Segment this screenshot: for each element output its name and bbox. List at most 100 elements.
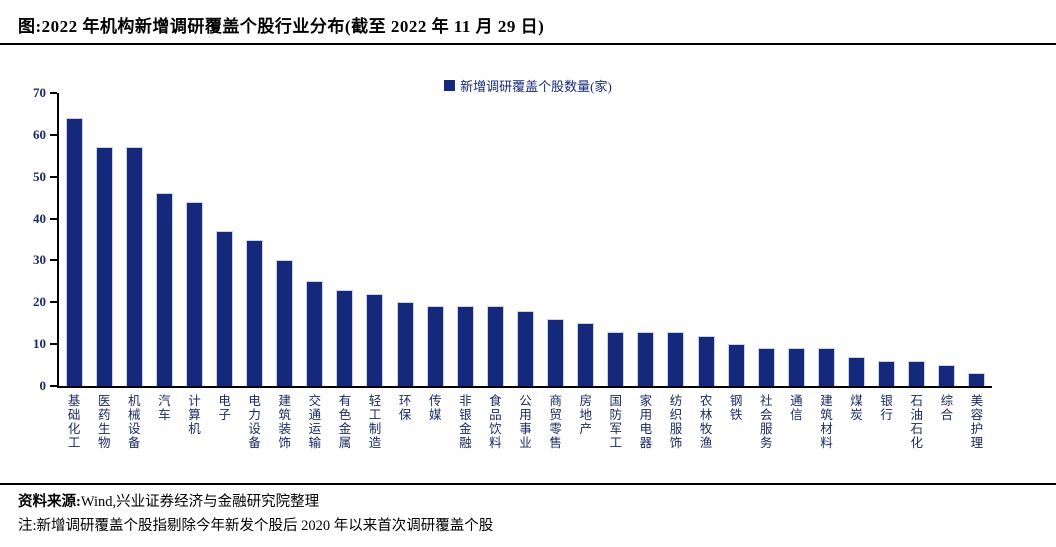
bar-房地产 xyxy=(577,323,595,386)
bar-slot xyxy=(781,93,811,386)
x-axis-label: 家用电器 xyxy=(637,394,652,450)
y-axis-tick-label: 20 xyxy=(33,294,46,310)
x-axis-label-cell: 交通运输 xyxy=(298,394,328,455)
x-axis-label: 交通运输 xyxy=(306,394,321,450)
y-axis-tick xyxy=(50,175,57,178)
x-axis-label-cell: 银行 xyxy=(870,394,900,455)
y-axis-tick-label: 30 xyxy=(33,252,46,268)
x-axis-label-cell: 医药生物 xyxy=(87,394,117,455)
bar-slot xyxy=(179,93,209,386)
y-axis-tick-label: 70 xyxy=(33,85,46,100)
bar-社会服务 xyxy=(757,348,775,386)
bar-slot xyxy=(631,93,661,386)
x-axis-label: 钢铁 xyxy=(727,394,742,422)
bar-slot xyxy=(902,93,932,386)
x-axis-label-cell: 机械设备 xyxy=(117,394,147,455)
x-axis-label: 食品饮料 xyxy=(486,394,501,450)
x-axis-label: 石油石化 xyxy=(908,394,923,450)
y-axis-tick xyxy=(50,301,57,304)
bar-slot xyxy=(420,93,450,386)
bar-国防军工 xyxy=(607,331,625,386)
source-text: Wind,兴业证券经济与金融研究院整理 xyxy=(80,494,320,510)
x-axis-label-cell: 食品饮料 xyxy=(478,394,508,455)
y-axis-tick xyxy=(50,259,57,262)
bar-电子 xyxy=(216,231,234,386)
bar-美容护理 xyxy=(968,373,986,386)
x-axis-label-cell: 国防军工 xyxy=(599,394,629,455)
x-axis-label-cell: 建筑材料 xyxy=(809,394,839,455)
x-axis-label-cell: 传媒 xyxy=(418,394,448,455)
x-axis-label: 国防军工 xyxy=(607,394,622,450)
x-axis-label: 综合 xyxy=(938,394,953,422)
bar-轻工制造 xyxy=(366,293,384,386)
x-axis-label: 建筑装饰 xyxy=(276,394,291,450)
bar-slot xyxy=(691,93,721,386)
x-axis-label-cell: 计算机 xyxy=(177,394,207,455)
x-axis-label-cell: 基础化工 xyxy=(57,394,87,455)
y-axis-tick-label: 60 xyxy=(33,126,46,142)
x-axis-label-cell: 环保 xyxy=(388,394,418,455)
x-axis-label: 社会服务 xyxy=(757,394,772,450)
x-axis-label-cell: 石油石化 xyxy=(900,394,930,455)
bar-slot xyxy=(330,93,360,386)
page-title: 图:2022 年机构新增调研覆盖个股行业分布(截至 2022 年 11 月 29… xyxy=(18,17,545,36)
x-axis-label-cell: 房地产 xyxy=(569,394,599,455)
y-axis-tick xyxy=(50,217,57,220)
x-axis-label: 美容护理 xyxy=(968,394,983,450)
bar-slot xyxy=(932,93,962,386)
bar-汽车 xyxy=(155,193,173,386)
x-axis: 基础化工 医药生物 机械设备 汽车 计算机 电子 电力设备 建筑装饰 交通运输 有色金属 轻工制造环… xyxy=(57,394,990,455)
bar-slot xyxy=(510,93,540,386)
y-axis-tick xyxy=(50,92,57,94)
bar-slot xyxy=(541,93,571,386)
x-axis-label-cell: 轻工制造 xyxy=(358,394,388,455)
x-axis-label: 环保 xyxy=(396,394,411,422)
y-axis-tick-label: 50 xyxy=(33,168,46,184)
bar-slot xyxy=(661,93,691,386)
bar-slot xyxy=(571,93,601,386)
bar-综合 xyxy=(938,365,956,386)
legend-label: 新增调研覆盖个股数量(家) xyxy=(460,79,612,94)
x-axis-label: 基础化工 xyxy=(65,394,80,450)
bar-有色金属 xyxy=(336,289,354,386)
bar-非银金融 xyxy=(456,306,474,386)
bar-煤炭 xyxy=(847,356,865,386)
x-axis-label-cell: 社会服务 xyxy=(749,394,779,455)
bar-slot xyxy=(601,93,631,386)
y-axis-tick-label: 10 xyxy=(33,336,46,352)
bar-建筑材料 xyxy=(817,348,835,386)
x-axis-label: 传媒 xyxy=(426,394,441,422)
bar-slot xyxy=(811,93,841,386)
x-axis-label: 房地产 xyxy=(577,394,592,436)
x-axis-label: 农林牧渔 xyxy=(697,394,712,450)
x-axis-label-cell: 建筑装饰 xyxy=(268,394,298,455)
bar-slot xyxy=(270,93,300,386)
x-axis-label: 机械设备 xyxy=(125,394,140,450)
x-axis-label: 煤炭 xyxy=(848,394,863,422)
bar-slot xyxy=(149,93,179,386)
source-note: 资料来源:Wind,兴业证券经济与金融研究院整理 xyxy=(18,490,319,511)
x-axis-label: 计算机 xyxy=(185,394,200,436)
bar-石油石化 xyxy=(908,360,926,386)
plot-area xyxy=(57,93,992,388)
x-axis-label-cell: 有色金属 xyxy=(328,394,358,455)
bar-纺织服饰 xyxy=(667,331,685,386)
x-axis-label-cell: 商贸零售 xyxy=(539,394,569,455)
bar-机械设备 xyxy=(125,147,143,386)
source-label: 资料来源: xyxy=(18,494,81,510)
x-axis-label: 建筑材料 xyxy=(817,394,832,450)
title-divider-line xyxy=(0,43,1056,45)
bar-slot xyxy=(119,93,149,386)
x-axis-label: 商贸零售 xyxy=(547,394,562,450)
x-axis-label-cell: 钢铁 xyxy=(719,394,749,455)
x-axis-label-cell: 农林牧渔 xyxy=(689,394,719,455)
x-axis-label-cell: 公用事业 xyxy=(508,394,538,455)
bar-公用事业 xyxy=(516,310,534,386)
bar-建筑装饰 xyxy=(276,260,294,386)
bar-医药生物 xyxy=(95,147,113,386)
x-axis-label-cell: 煤炭 xyxy=(839,394,869,455)
bar-交通运输 xyxy=(306,281,324,386)
x-axis-label: 电子 xyxy=(216,394,231,422)
y-axis-tick-label: 40 xyxy=(33,210,46,226)
y-axis-tick-label: 0 xyxy=(39,378,47,393)
